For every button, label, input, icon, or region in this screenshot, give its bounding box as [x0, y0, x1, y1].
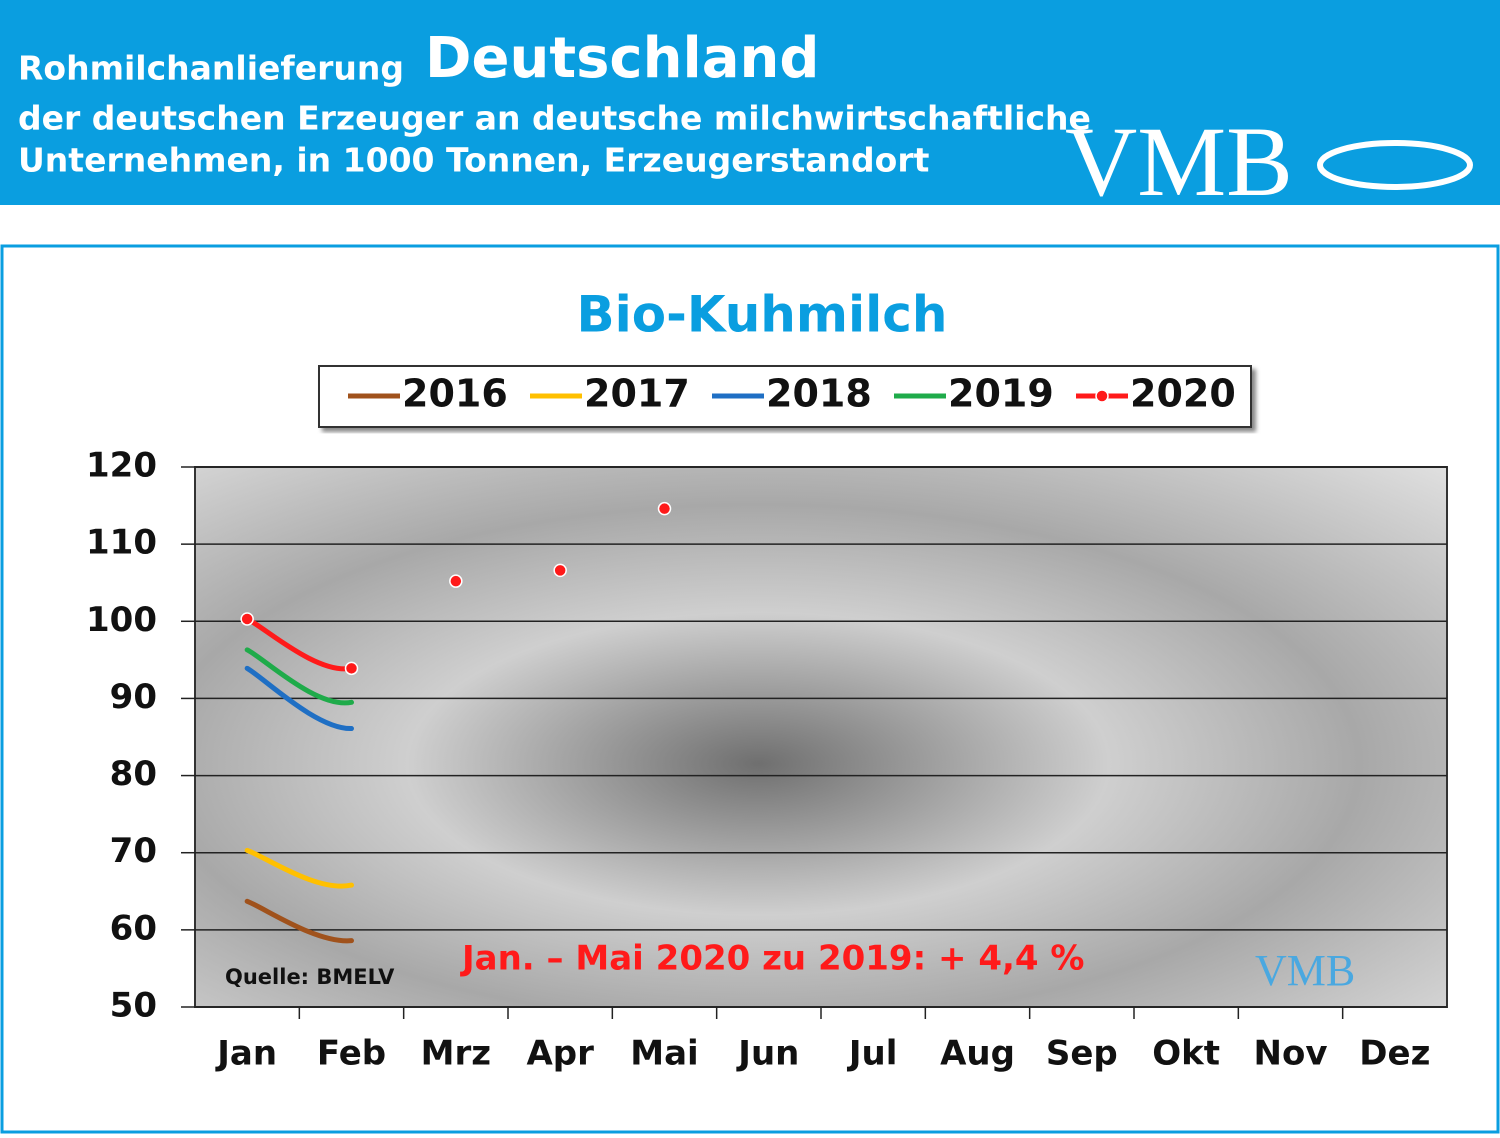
point	[553, 563, 567, 578]
legend-label: 2016	[402, 372, 508, 416]
legend-label: 2018	[766, 372, 872, 416]
series-line	[244, 898, 354, 944]
logo-icon	[1317, 140, 1473, 190]
point	[657, 501, 672, 516]
header-band	[0, 0, 1500, 205]
plot-area	[194, 466, 1448, 1008]
chart-title: Bio-Kuhmilch	[576, 286, 947, 344]
x-tick-label: Apr	[526, 1034, 594, 1074]
x-tick-label: Mrz	[421, 1034, 491, 1074]
watermark: VMB	[1255, 946, 1355, 995]
y-tick-label: 110	[86, 523, 157, 563]
x-tick-label: Nov	[1254, 1034, 1328, 1074]
x-tick-label: Feb	[317, 1034, 386, 1074]
y-tick-label: 100	[86, 600, 157, 640]
legend-label: 2017	[584, 372, 690, 416]
series-line	[244, 616, 354, 672]
legend-label: 2019	[948, 372, 1054, 416]
annotation: Jan. – Mai 2020 zu 2019: + 4,4 %	[460, 939, 1084, 979]
legend-marker	[1095, 389, 1109, 403]
y-tick-label: 120	[86, 446, 157, 486]
y-tick-label: 90	[110, 677, 157, 717]
header-subtitle: Unternehmen, in 1000 Tonnen, Erzeugersta…	[18, 141, 930, 180]
header-subtitle: der deutschen Erzeuger an deutsche milch…	[18, 99, 1091, 138]
x-tick-label: Jul	[847, 1034, 898, 1074]
y-tick-label: 50	[110, 986, 157, 1026]
y-tick-label: 70	[110, 831, 157, 871]
header-logo: VMB	[1065, 106, 1293, 217]
header-prefix: Rohmilchanlieferung	[18, 49, 404, 88]
x-tick-label: Jun	[736, 1034, 799, 1074]
point	[449, 574, 463, 588]
series-line	[244, 665, 354, 732]
legend-label: 2020	[1130, 372, 1236, 416]
header-main: Deutschland	[425, 26, 819, 91]
x-tick-label: Dez	[1359, 1034, 1430, 1074]
x-tick-label: Aug	[940, 1034, 1015, 1074]
x-tick-label: Jan	[215, 1034, 277, 1074]
x-tick-label: Sep	[1046, 1034, 1118, 1074]
x-tick-label: Okt	[1152, 1034, 1220, 1074]
x-tick-label: Mai	[630, 1034, 698, 1074]
series-line	[244, 647, 354, 706]
y-tick-label: 60	[110, 908, 157, 948]
series-line	[244, 847, 354, 889]
source: Quelle: BMELV	[225, 965, 395, 989]
point	[240, 612, 254, 626]
point	[344, 661, 359, 676]
y-tick-label: 80	[110, 754, 157, 794]
